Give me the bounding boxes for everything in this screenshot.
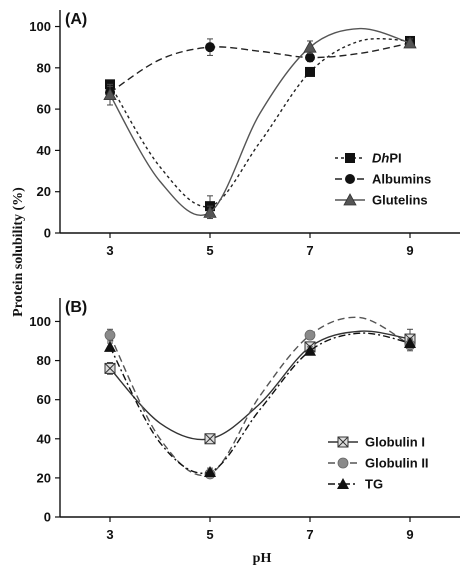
x-axis-title: pH [253,551,272,566]
data-point [103,87,117,101]
legend: DhPI Albumins Glutelins [335,151,431,208]
legend-label: TG [365,477,383,492]
series-line [109,38,411,208]
data-point [203,205,217,218]
y-axis-title: Protein solubility (%) [11,187,26,317]
data-point [305,66,315,77]
x-tick-label: 9 [406,243,413,258]
data-point [104,340,116,352]
chart-panel-a: (A) 0 20 40 60 80 100 3 5 7 9 DhPI Albumins Glutelins [29,10,460,258]
x-tick-label: 3 [106,243,113,258]
x-tick-label: 5 [206,243,213,258]
data-point [404,336,416,348]
y-tick-label: 40 [37,431,51,446]
x-tick-label: 9 [406,527,413,542]
y-tick-label: 40 [37,143,51,158]
data-point [104,329,116,341]
series-line [109,330,411,441]
legend-marker [345,153,355,163]
legend-marker [337,478,349,489]
y-tick-label: 80 [37,353,51,368]
legend-marker [337,457,349,469]
series-line [109,332,411,474]
y-tick-label: 100 [29,19,51,34]
legend-label: Globulin II [365,456,429,471]
series-line [109,27,411,216]
legend-marker [345,174,355,184]
series-line [109,316,411,477]
y-tick-label: 20 [37,470,51,485]
legend: Globulin I Globulin II TG [328,435,429,492]
legend-label: Albumins [372,172,431,187]
x-tick-label: 7 [306,243,313,258]
x-tick-label: 7 [306,527,313,542]
panel-label: (B) [65,299,87,316]
data-point [204,433,216,445]
series-0 [105,35,415,217]
series-line [109,42,411,94]
y-tick-label: 60 [37,102,51,117]
series-2 [103,27,417,220]
legend-label: DhPI [372,151,402,166]
panel-label: (A) [65,11,87,28]
legend-label: Glutelins [372,193,428,208]
data-point [403,36,417,49]
y-tick-label: 0 [44,510,51,525]
x-tick-label: 5 [206,527,213,542]
data-point [304,329,316,341]
legend-label: Globulin I [365,435,425,450]
data-point [205,42,215,53]
legend-marker [343,193,357,206]
data-point [305,52,315,63]
legend-marker [337,436,349,448]
series-1 [105,38,415,100]
x-tick-label: 3 [106,527,113,542]
y-tick-label: 80 [37,60,51,75]
chart-panel-b: (B) 0 20 40 60 80 100 3 5 7 9 Globulin I Globulin II… [29,298,460,542]
data-point [104,362,116,374]
y-tick-label: 20 [37,184,51,199]
series-0 [104,328,416,445]
y-tick-label: 60 [37,392,51,407]
y-tick-label: 0 [44,226,51,241]
data-point [304,344,316,356]
y-tick-label: 100 [29,314,51,329]
data-point [303,40,317,53]
data-point [204,466,216,478]
series-2 [104,332,416,478]
